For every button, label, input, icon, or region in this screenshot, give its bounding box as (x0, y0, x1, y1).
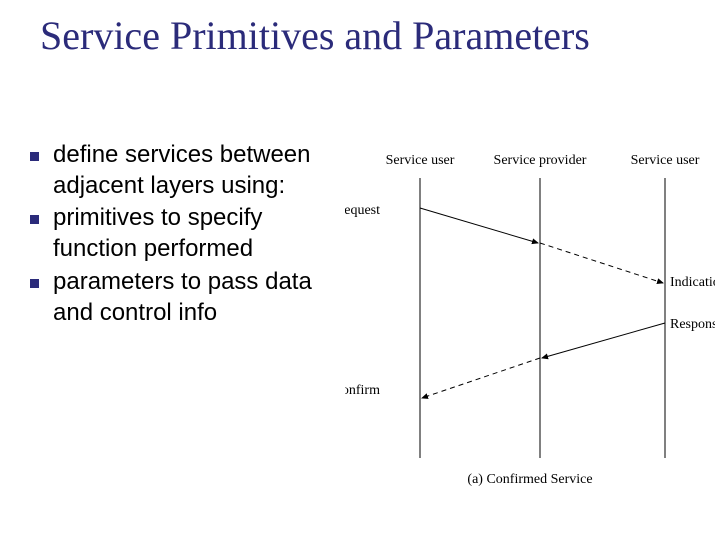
bullet-icon (30, 215, 39, 224)
list-item: define services between adjacent layers … (30, 140, 340, 201)
message-label: Indication (670, 275, 715, 290)
list-item: primitives to specify function performed (30, 203, 340, 264)
bullet-text: primitives to specify function performed (53, 203, 340, 264)
bullet-text: define services between adjacent layers … (53, 140, 340, 201)
message-request (420, 208, 538, 243)
message-confirm (422, 358, 540, 398)
bullet-icon (30, 279, 39, 288)
sequence-diagram: Service user Service provider Service us… (345, 138, 715, 508)
diagram-caption: (a) Confirmed Service (467, 472, 592, 487)
message-label: Response (670, 317, 715, 332)
bullet-icon (30, 152, 39, 161)
lifeline-label: Service user (631, 153, 700, 168)
slide: Service Primitives and Parameters define… (0, 0, 720, 540)
lifeline-label: Service provider (494, 153, 587, 168)
lifeline-label: Service user (386, 153, 455, 168)
message-response (542, 323, 665, 358)
message-label: Request (345, 203, 380, 218)
bullet-text: parameters to pass data and control info (53, 267, 340, 328)
message-indication (540, 243, 663, 283)
message-label: Confirm (345, 383, 380, 398)
diagram-svg: Service user Service provider Service us… (345, 138, 715, 508)
page-title: Service Primitives and Parameters (40, 14, 600, 59)
list-item: parameters to pass data and control info (30, 267, 340, 328)
bullet-list: define services between adjacent layers … (30, 140, 340, 330)
